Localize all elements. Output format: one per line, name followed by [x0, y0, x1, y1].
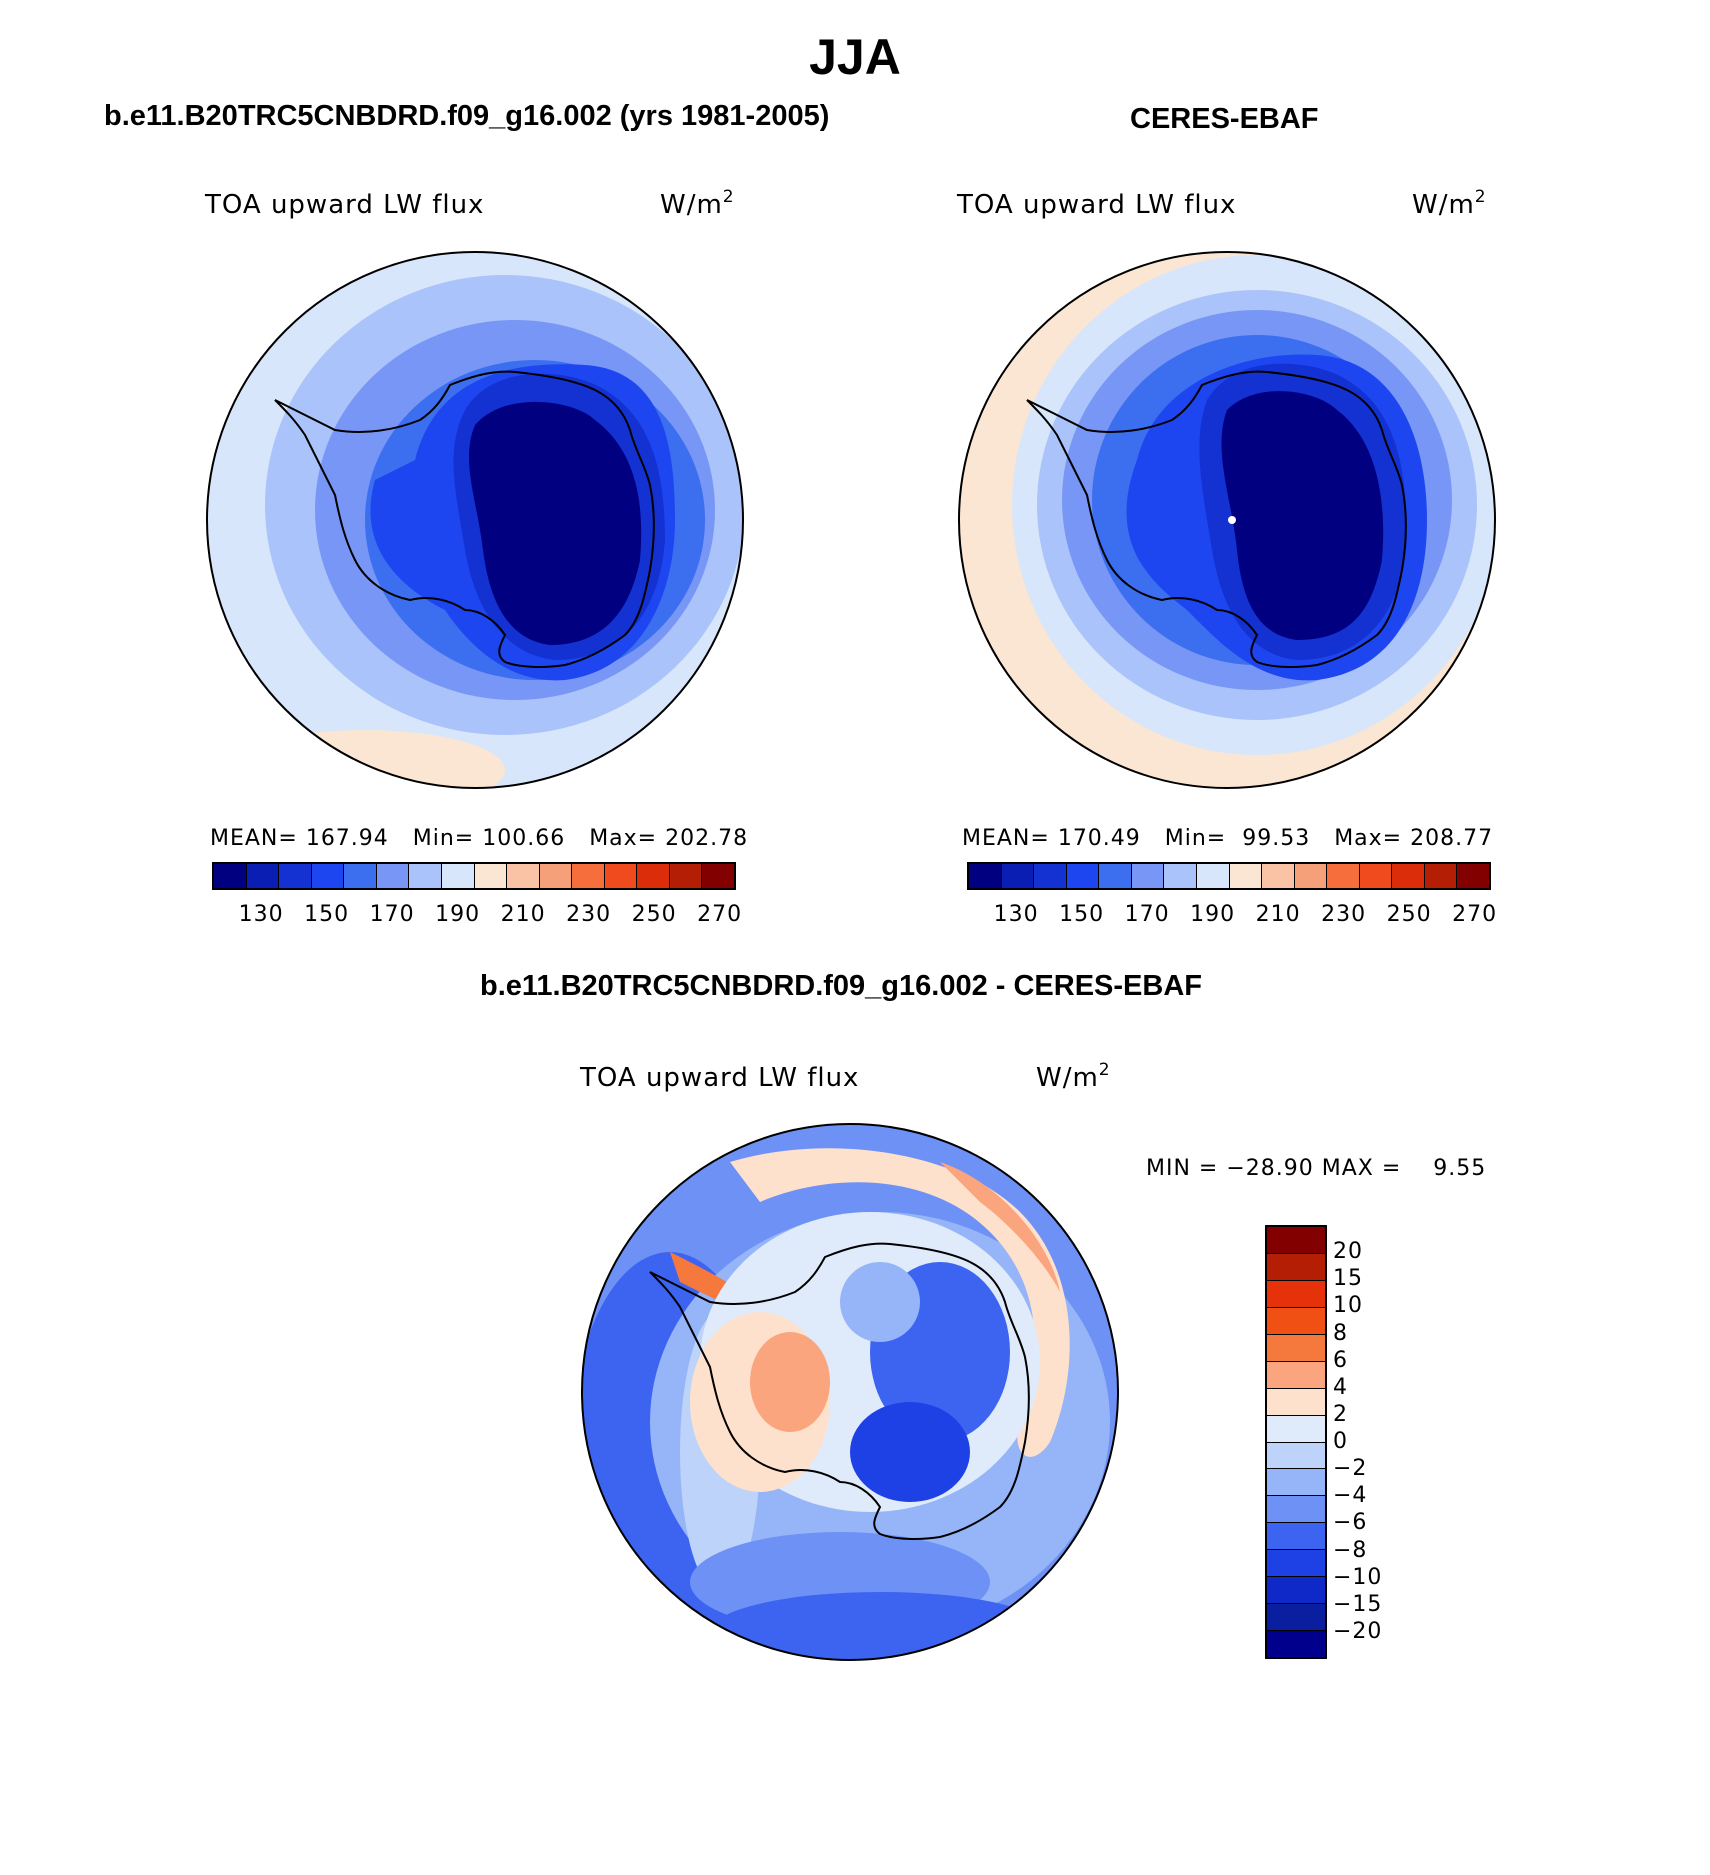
colorbar-swatch [1001, 864, 1035, 888]
colorbar-swatch [1267, 1469, 1325, 1497]
colorbar-tick-label: −20 [1333, 1618, 1383, 1644]
colorbar-swatch [214, 864, 247, 888]
diff-polar-map [581, 1123, 1119, 1661]
colorbar-swatch [1267, 1604, 1325, 1632]
colorbar-swatch [279, 864, 312, 888]
colorbar-tick-label: 250 [1386, 902, 1432, 927]
colorbar-swatch [1267, 1550, 1325, 1578]
colorbar-swatch [702, 864, 734, 888]
colorbar-tick-label: −6 [1333, 1510, 1368, 1536]
colorbar-swatch [441, 864, 475, 888]
colorbar-swatch [1392, 864, 1425, 888]
colorbar-swatch [637, 864, 670, 888]
colorbar-swatch [1229, 864, 1263, 888]
colorbar-swatch [1267, 1523, 1325, 1551]
colorbar-tick-label: −15 [1333, 1591, 1383, 1617]
model-colorbar [212, 862, 736, 890]
colorbar-swatch [1262, 864, 1295, 888]
colorbar-swatch [1034, 864, 1067, 888]
colorbar-swatch [409, 864, 442, 888]
colorbar-swatch [1267, 1227, 1325, 1254]
colorbar-swatch [1267, 1280, 1325, 1308]
model-polar-map [206, 251, 744, 789]
colorbar-swatch [1267, 1631, 1325, 1657]
colorbar-swatch [1457, 864, 1489, 888]
obs-unit-label: W/m2 [1412, 187, 1487, 220]
colorbar-swatch [1424, 864, 1458, 888]
colorbar-tick-label: 150 [1059, 902, 1105, 927]
colorbar-swatch [1164, 864, 1197, 888]
colorbar-tick-label: 20 [1333, 1239, 1363, 1265]
colorbar-swatch [1066, 864, 1100, 888]
colorbar-swatch [344, 864, 377, 888]
colorbar-tick-label: −8 [1333, 1537, 1368, 1563]
colorbar-tick-label: 0 [1333, 1429, 1348, 1454]
colorbar-tick-label: 190 [435, 902, 481, 927]
obs-stats: MEAN= 170.49 Min= 99.53 Max= 208.77 [962, 826, 1494, 851]
model-unit-label: W/m2 [660, 187, 735, 220]
colorbar-tick-label: 130 [238, 902, 284, 927]
colorbar-swatch [1267, 1442, 1325, 1470]
model-panel-title: b.e11.B20TRC5CNBDRD.f09_g16.002 (yrs 198… [104, 100, 830, 132]
diff-stats: MIN = −28.90 MAX = 9.55 [1146, 1156, 1487, 1181]
colorbar-swatch [1267, 1307, 1325, 1335]
model-stats: MEAN= 167.94 Min= 100.66 Max= 202.78 [210, 826, 749, 851]
colorbar-swatch [1359, 864, 1393, 888]
diff-panel-title: b.e11.B20TRC5CNBDRD.f09_g16.002 - CERES-… [480, 970, 1202, 1002]
colorbar-tick-label: 8 [1333, 1320, 1348, 1346]
colorbar-swatch [604, 864, 638, 888]
colorbar-swatch [1267, 1577, 1325, 1605]
colorbar-swatch [1267, 1253, 1325, 1281]
diff-unit-label: W/m2 [1036, 1060, 1111, 1093]
colorbar-swatch [246, 864, 280, 888]
colorbar-swatch [376, 864, 410, 888]
obs-panel-title: CERES-EBAF [1130, 103, 1319, 135]
diff-variable-label: TOA upward LW flux [580, 1063, 860, 1093]
colorbar-tick-label: 230 [1321, 902, 1367, 927]
colorbar-swatch [572, 864, 605, 888]
colorbar-tick-label: 270 [1452, 902, 1498, 927]
colorbar-tick-label: −2 [1333, 1456, 1368, 1482]
colorbar-tick-label: 130 [993, 902, 1039, 927]
colorbar-swatch [507, 864, 540, 888]
colorbar-tick-label: 190 [1190, 902, 1236, 927]
colorbar-swatch [1267, 1334, 1325, 1362]
colorbar-swatch [1327, 864, 1360, 888]
colorbar-swatch [669, 864, 703, 888]
colorbar-tick-label: −10 [1333, 1564, 1383, 1590]
colorbar-tick-label: 270 [697, 902, 743, 927]
colorbar-tick-label: 10 [1333, 1293, 1363, 1319]
colorbar-swatch [1267, 1496, 1325, 1524]
colorbar-tick-label: 210 [500, 902, 546, 927]
colorbar-tick-label: 250 [631, 902, 677, 927]
colorbar-swatch [1267, 1388, 1325, 1416]
colorbar-swatch [969, 864, 1002, 888]
colorbar-swatch [1267, 1361, 1325, 1389]
obs-variable-label: TOA upward LW flux [957, 190, 1237, 220]
colorbar-tick-label: 4 [1333, 1374, 1348, 1400]
colorbar-swatch [1131, 864, 1165, 888]
colorbar-swatch [1294, 864, 1328, 888]
colorbar-tick-label: 210 [1255, 902, 1301, 927]
figure-title: JJA [809, 29, 901, 85]
colorbar-tick-label: 6 [1333, 1347, 1348, 1373]
colorbar-tick-label: −4 [1333, 1483, 1368, 1509]
obs-colorbar [967, 862, 1491, 890]
model-variable-label: TOA upward LW flux [205, 190, 485, 220]
colorbar-swatch [1267, 1415, 1325, 1443]
colorbar-swatch [311, 864, 345, 888]
colorbar-tick-label: 2 [1333, 1401, 1348, 1427]
colorbar-tick-label: 15 [1333, 1266, 1363, 1292]
colorbar-tick-label: 170 [369, 902, 415, 927]
diff-colorbar [1265, 1225, 1327, 1659]
colorbar-tick-label: 230 [566, 902, 612, 927]
colorbar-swatch [1196, 864, 1230, 888]
colorbar-swatch [539, 864, 573, 888]
colorbar-tick-label: 170 [1124, 902, 1170, 927]
colorbar-swatch [474, 864, 508, 888]
colorbar-swatch [1099, 864, 1132, 888]
obs-polar-map [958, 251, 1496, 789]
colorbar-tick-label: 150 [304, 902, 350, 927]
